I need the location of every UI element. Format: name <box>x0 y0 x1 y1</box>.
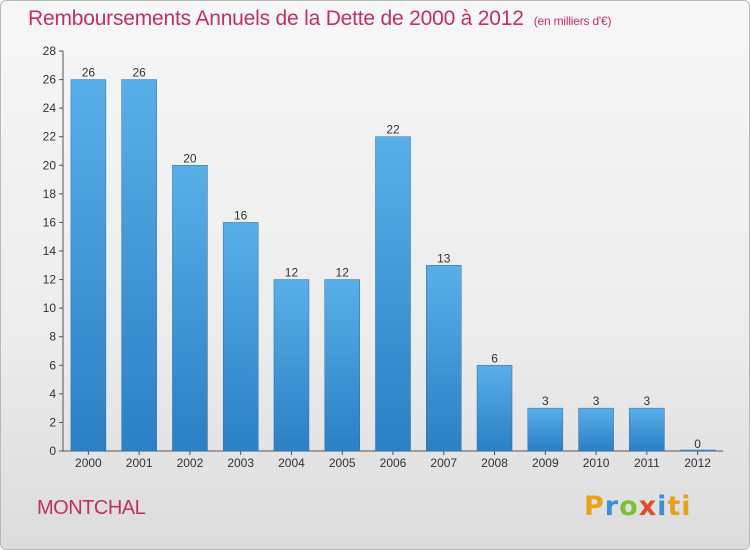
bar-value-label: 12 <box>285 266 299 280</box>
x-tick-label: 2007 <box>430 456 457 470</box>
bar-value-label: 3 <box>593 394 600 408</box>
x-tick-label: 2004 <box>278 456 305 470</box>
x-tick-label: 2003 <box>227 456 254 470</box>
x-tick-label: 2006 <box>380 456 407 470</box>
chart-title: Remboursements Annuels de la Dette de 20… <box>28 7 611 31</box>
proxiti-logo: Proxiti <box>584 491 692 522</box>
x-tick-label: 2009 <box>532 456 559 470</box>
x-tick-label: 2002 <box>177 456 204 470</box>
bar <box>172 165 208 452</box>
bar <box>527 407 564 452</box>
y-tick-label: 14 <box>43 244 57 258</box>
logo-letter: o <box>619 491 639 522</box>
bar-value-label: 16 <box>234 208 248 222</box>
logo-letter: x <box>638 491 658 522</box>
chart-bars <box>70 79 716 452</box>
bar-value-label: 13 <box>437 251 451 265</box>
chart-data-labels: 26 26 20 16 12 12 22 13 6 3 3 3 0 <box>82 66 702 451</box>
x-tick-label: 2000 <box>75 456 102 470</box>
x-tick-label: 2008 <box>481 456 508 470</box>
bar <box>629 407 665 452</box>
x-tick-label: 2012 <box>684 456 711 470</box>
x-tick-label: 2005 <box>329 456 356 470</box>
bar <box>324 279 360 452</box>
logo-letter: ti <box>667 491 692 522</box>
y-tick-label: 26 <box>43 73 57 87</box>
bar-value-label: 26 <box>82 66 96 80</box>
x-tick-label: 2010 <box>583 456 610 470</box>
y-tick-label: 16 <box>43 215 57 229</box>
bar <box>222 222 259 452</box>
y-tick-label: 18 <box>43 187 57 201</box>
logo-letter: i <box>657 491 668 522</box>
y-tick-label: 8 <box>49 330 56 344</box>
bar <box>578 407 614 452</box>
logo-letter: r <box>604 491 620 522</box>
bar-value-label: 12 <box>336 266 350 280</box>
y-tick-label: 2 <box>49 415 56 429</box>
bar <box>679 449 716 452</box>
bar <box>426 265 462 452</box>
y-tick-label: 12 <box>43 273 57 287</box>
y-tick-label: 24 <box>43 101 57 115</box>
y-tick-label: 22 <box>43 130 57 144</box>
commune-name: MONTCHAL <box>37 497 146 519</box>
bar <box>476 365 513 452</box>
bar-value-label: 3 <box>644 394 651 408</box>
x-tick-label: 2011 <box>634 456 660 470</box>
chart-title-text: Remboursements Annuels de la Dette de 20… <box>28 7 524 30</box>
chart-unit: (en milliers d'€) <box>533 14 612 28</box>
bar <box>375 136 411 452</box>
bar <box>121 79 157 452</box>
bar-value-label: 0 <box>694 437 701 451</box>
y-tick-label: 0 <box>49 444 56 458</box>
bar <box>70 79 107 452</box>
logo-letter: P <box>584 491 605 522</box>
bar-value-label: 26 <box>132 66 146 80</box>
bar-value-label: 6 <box>491 351 498 365</box>
y-tick-label: 28 <box>43 44 57 58</box>
bar-value-label: 3 <box>542 394 549 408</box>
x-tick-label: 2001 <box>126 456 153 470</box>
bar-value-label: 20 <box>183 151 197 165</box>
bar-value-label: 22 <box>386 123 400 137</box>
y-tick-label: 20 <box>43 158 57 172</box>
bar <box>273 279 310 452</box>
y-tick-label: 10 <box>43 301 57 315</box>
y-tick-label: 4 <box>49 387 56 401</box>
y-tick-label: 6 <box>49 358 56 372</box>
